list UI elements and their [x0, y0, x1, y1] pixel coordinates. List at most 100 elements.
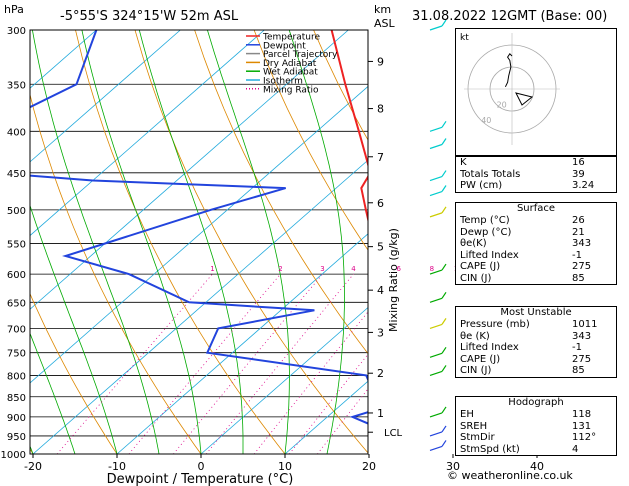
surface-li-label: Lifted Index [460, 249, 519, 261]
surface-title: Surface [516, 203, 556, 214]
mixing-ratio-line [173, 273, 323, 454]
pressure-tick-label: 800 [7, 371, 26, 382]
pressure-tick-label: 350 [7, 80, 26, 91]
mu-pressure-label: Pressure (mb) [460, 319, 530, 330]
wind-barb [429, 370, 443, 376]
pressure-tick-label: 900 [7, 413, 26, 424]
hpa-unit: hPa [4, 3, 24, 16]
sreh-label: SREH [460, 420, 488, 432]
km-tick-label: 7 [377, 151, 384, 164]
location-title: -5°55'S 324°15'W 52m ASL [60, 9, 239, 24]
x-tick-label: -10 [108, 460, 126, 473]
wind-barb-flag [441, 425, 447, 433]
surface-temp-value: 26 [572, 215, 585, 226]
stmdir-value: 112° [572, 432, 597, 443]
dry-adiabat-line [194, 30, 368, 355]
mu-cin-value: 85 [572, 365, 585, 376]
isotherm-line [284, 380, 368, 454]
pressure-tick-label: 300 [7, 26, 26, 37]
mixing-ratio-axis-label: Mixing Ratio (g/kg) [387, 228, 400, 332]
hodograph-trace [504, 53, 513, 88]
surface-cin-label: CIN (J) [460, 272, 492, 284]
tt-label: Totals Totals [460, 168, 521, 180]
x-tick-label: 40 [530, 460, 544, 473]
wet-adiabat-line [81, 30, 202, 454]
km-tick-label: 2 [377, 367, 384, 380]
wind-barb-flag [441, 365, 447, 372]
hodograph-stats-title: Hodograph [508, 397, 564, 408]
mixing-ratio-label: 6 [396, 265, 401, 273]
wet-adiabat-line [32, 30, 160, 454]
plot-frame [29, 29, 369, 455]
most-unstable-title: Most Unstable [500, 307, 572, 318]
wind-barb [429, 212, 443, 218]
surface-li-value: -1 [572, 249, 582, 261]
tt-value: 39 [572, 168, 585, 180]
x-tick-label: 20 [362, 460, 376, 473]
isotherm-line [30, 30, 181, 163]
km-tick-label: 5 [377, 241, 384, 254]
isotherm-line [200, 306, 368, 454]
dry-adiabat-line [30, 292, 118, 454]
surface-dewp-label: Dewp (°C) [460, 226, 512, 238]
pressure-tick-label: 450 [7, 169, 26, 180]
surface-theta-label: θe(K) [460, 238, 487, 249]
wind-barb [429, 445, 443, 452]
x-tick-label: 30 [446, 460, 460, 473]
wet-adiabat-line [30, 204, 118, 454]
mu-cin-label: CIN (J) [460, 365, 492, 376]
legend-item-label: Isotherm [263, 77, 303, 87]
wind-barb [429, 352, 443, 358]
pressure-tick-label: 700 [7, 324, 26, 335]
wind-barb-flag [441, 440, 447, 447]
mixing-ratio-label: 2 [278, 265, 282, 273]
dry-adiabat-line [75, 30, 286, 454]
wind-barb-flag [441, 120, 447, 128]
pw-label: PW (cm) [460, 180, 503, 191]
mixing-ratio-label: 1 [210, 265, 214, 273]
wind-barb [429, 175, 443, 182]
dry-adiabat-line [134, 30, 368, 454]
pressure-tick-label: 500 [7, 206, 26, 217]
hodograph: kt 20 40 [460, 33, 560, 145]
pw-value: 3.24 [572, 180, 595, 191]
isotherm-line [116, 233, 368, 454]
surface-theta-value: 343 [572, 238, 592, 249]
km-tick-label: 4 [377, 284, 384, 297]
km-tick-label: 6 [377, 197, 384, 210]
mu-theta-label: θe (K) [460, 330, 490, 342]
km-tick-label: 8 [377, 103, 384, 116]
wind-barb-flag [441, 206, 447, 214]
most-unstable-box: Most Unstable Pressure (mb) 1011 θe (K) 34… [455, 306, 617, 378]
mixing-ratio-label: 4 [351, 265, 356, 273]
sreh-value: 131 [572, 420, 592, 432]
lcl-label: LCL [384, 428, 403, 439]
wet-adiabat-line [288, 30, 345, 454]
wind-barb-flag [441, 263, 447, 271]
temperature-profile [330, 30, 368, 224]
surface-temp-label: Temp (°C) [460, 215, 510, 226]
mixing-ratio-line [253, 311, 368, 454]
hodograph-ring-label: 20 [497, 100, 507, 109]
dewpoint-profile [30, 30, 368, 425]
mu-li-label: Lifted Index [460, 342, 519, 353]
wind-barb-flag [441, 185, 447, 192]
wind-barb [429, 412, 443, 418]
wind-barb [429, 297, 443, 303]
wind-barb [429, 143, 443, 150]
k-value: 16 [572, 157, 585, 168]
mixing-ratio-line [205, 273, 354, 454]
pressure-tick-label: 650 [7, 298, 26, 309]
wind-barb-flag [441, 318, 447, 325]
km-tick-label: 3 [377, 326, 384, 339]
surface-cin-value: 85 [572, 272, 585, 284]
stmspd-value: 4 [572, 443, 579, 455]
indices-box: K 16 Totals Totals 39 PW (cm) 3.24 [455, 156, 617, 193]
surface-box: Surface Temp (°C) 26 Dewp (°C) 21 θe(K) 343… [455, 202, 617, 285]
wind-barb [429, 190, 443, 197]
wind-barb-flag [441, 138, 447, 145]
km-label: km [374, 3, 391, 16]
wind-barb [429, 431, 443, 437]
pressure-tick-label: 750 [7, 349, 26, 360]
